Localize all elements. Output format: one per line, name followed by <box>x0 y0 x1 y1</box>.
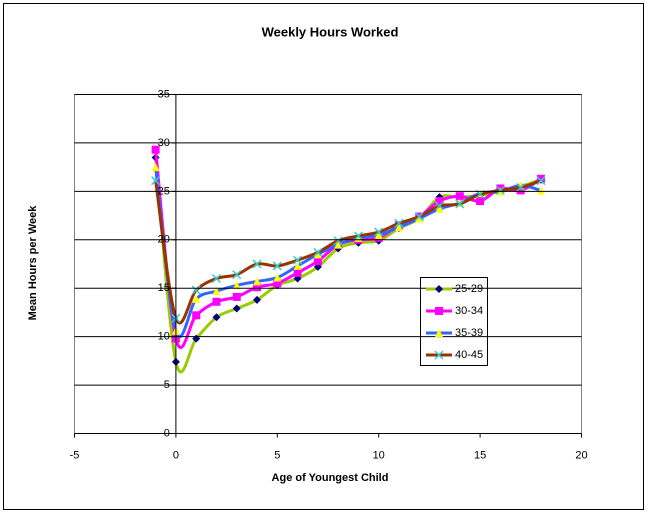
marker <box>232 270 242 280</box>
marker <box>151 145 160 154</box>
marker <box>334 240 343 249</box>
marker <box>374 227 384 237</box>
marker <box>273 279 282 288</box>
marker <box>192 311 201 320</box>
y-tick-label: 15 <box>158 282 170 294</box>
marker <box>495 185 505 195</box>
legend <box>420 277 488 366</box>
y-tick-label: 35 <box>158 88 170 100</box>
marker <box>435 201 445 211</box>
marker <box>536 174 545 183</box>
marker <box>455 199 465 209</box>
marker <box>313 257 322 266</box>
marker <box>232 304 241 313</box>
marker <box>516 182 526 193</box>
legend-label: 30-34 <box>455 305 483 317</box>
x-tick-label: 5 <box>274 449 280 461</box>
marker <box>293 261 302 270</box>
x-tick-label: 10 <box>373 449 385 461</box>
chart-title: Weekly Hours Worked <box>262 24 399 39</box>
plot-area <box>74 94 582 434</box>
marker <box>394 223 403 232</box>
marker <box>212 297 221 306</box>
x-axis-title: Age of Youngest Child <box>272 472 389 484</box>
y-tick-label: 20 <box>158 234 170 246</box>
y-tick-label: 30 <box>158 137 170 149</box>
marker <box>151 163 160 172</box>
marker <box>476 197 485 206</box>
marker <box>394 218 404 228</box>
marker <box>353 231 363 241</box>
marker <box>536 186 545 195</box>
marker <box>232 292 241 301</box>
marker <box>415 214 424 223</box>
marker <box>253 295 262 304</box>
marker <box>252 259 262 269</box>
marker <box>313 250 322 259</box>
plot <box>151 145 546 374</box>
marker <box>192 294 201 303</box>
marker <box>435 197 444 206</box>
marker <box>455 192 464 201</box>
marker <box>253 283 262 292</box>
y-tick-label: 10 <box>158 331 170 343</box>
legend-label: 25-29 <box>455 283 483 295</box>
marker <box>374 230 383 239</box>
x-tick-label: -5 <box>70 449 80 461</box>
marker <box>253 277 262 286</box>
marker <box>211 273 221 284</box>
marker <box>272 261 282 271</box>
marker <box>414 212 424 222</box>
marker <box>435 307 443 315</box>
marker <box>273 273 282 282</box>
x-tick-label: 20 <box>575 449 587 461</box>
x-tick-label: 15 <box>474 449 486 461</box>
marker <box>435 204 444 213</box>
x-tick-label: 0 <box>173 449 179 461</box>
marker <box>516 186 525 195</box>
marker <box>435 329 443 337</box>
marker <box>293 268 302 277</box>
marker <box>191 285 201 295</box>
marker <box>293 255 303 265</box>
legend-label: 40-45 <box>455 349 483 361</box>
marker <box>212 313 221 322</box>
marker <box>212 287 221 296</box>
marker <box>313 247 323 257</box>
marker <box>536 176 546 186</box>
marker <box>435 285 443 293</box>
y-tick-label: 25 <box>158 185 170 197</box>
y-axis-title: Mean Hours per Week <box>27 205 39 321</box>
legend-label: 35-39 <box>455 327 483 339</box>
marker <box>232 281 241 290</box>
marker <box>151 176 161 186</box>
y-tick-label: 5 <box>164 379 170 391</box>
marker <box>434 350 444 360</box>
marker <box>333 236 343 246</box>
